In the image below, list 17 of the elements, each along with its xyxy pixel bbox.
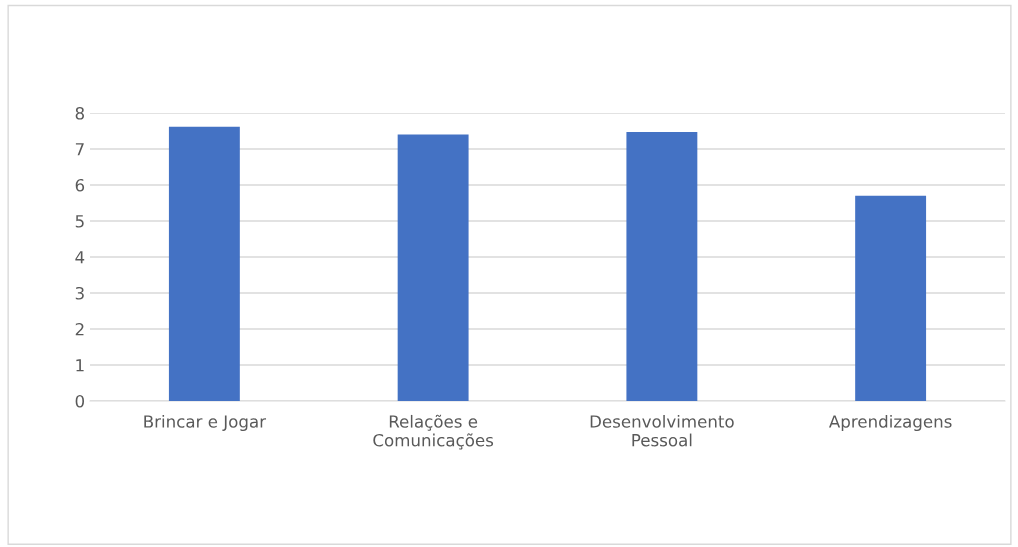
y-tick-label: 4 [75, 251, 85, 264]
y-tick-label: 7 [75, 143, 84, 156]
bar [397, 134, 469, 401]
x-tick-label: Desenvolvimento Pessoal [590, 414, 734, 447]
x-tick-label: Aprendizagens [828, 414, 952, 432]
y-tick-label: 0 [75, 394, 85, 408]
y-tick-label: 8 [75, 106, 84, 120]
bar [855, 195, 927, 401]
bar [626, 132, 698, 401]
bar [168, 126, 240, 401]
x-tick-label: Brincar e Jogar [144, 414, 267, 432]
y-tick-label: 2 [75, 322, 84, 336]
y-tick-label: 1 [76, 359, 84, 372]
y-tick-label: 6 [75, 178, 85, 192]
x-tick-label: Relações e Comunicações [373, 414, 494, 450]
y-tick-label: 3 [75, 286, 84, 300]
y-tick-label: 5 [75, 215, 84, 228]
